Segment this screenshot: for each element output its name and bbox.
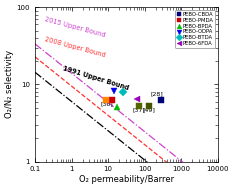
Text: [36]: [36] xyxy=(100,102,113,107)
Legend: PEBO-CBDA, PEBO-PMDA, PEBO-BPDA, PEBO-ODPA, PEBO-BTDA, PEBO-6FDA: PEBO-CBDA, PEBO-PMDA, PEBO-BPDA, PEBO-OD… xyxy=(175,10,215,48)
Y-axis label: O₂/N₂ selectivity: O₂/N₂ selectivity xyxy=(5,50,14,119)
Text: 1991 Upper Bound: 1991 Upper Bound xyxy=(62,65,130,91)
Text: [28]: [28] xyxy=(151,91,164,96)
X-axis label: O₂ permeability/Barrer: O₂ permeability/Barrer xyxy=(79,175,174,184)
Text: 2015 Upper Bound: 2015 Upper Bound xyxy=(44,16,106,38)
Text: [37]: [37] xyxy=(133,107,146,112)
Text: [49]: [49] xyxy=(143,107,155,112)
Text: 2008 Upper Bound: 2008 Upper Bound xyxy=(44,37,106,59)
